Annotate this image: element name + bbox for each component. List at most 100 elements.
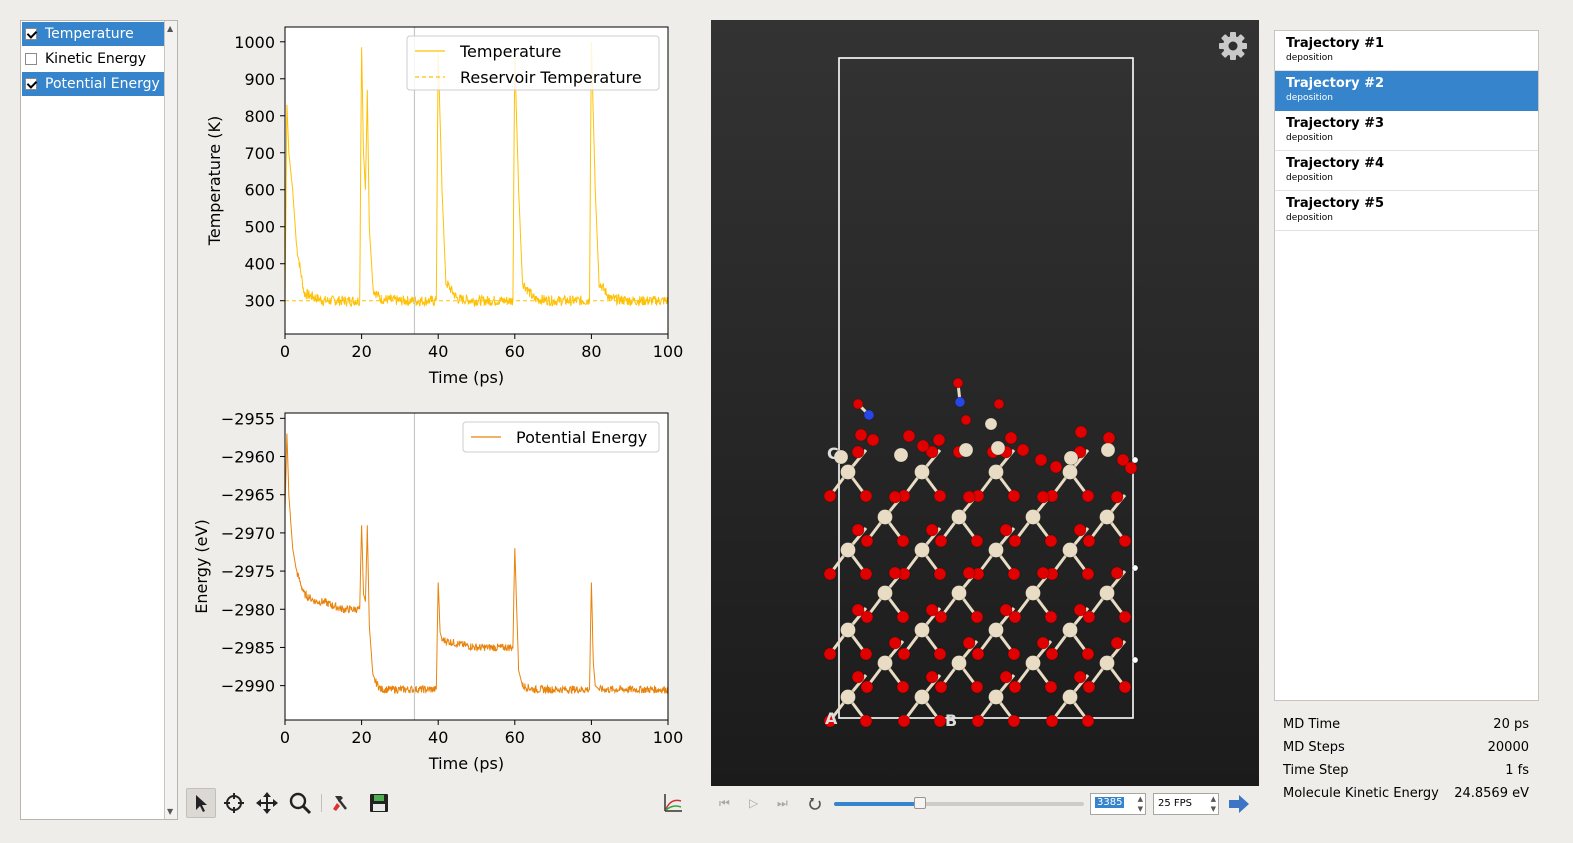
loop-icon[interactable] [808, 797, 822, 811]
legend-box [406, 35, 660, 91]
skip-forward-icon[interactable]: ⏭ [777, 796, 788, 810]
x-tick-label: 60 [505, 728, 525, 747]
info-row-md-steps: MD Steps 20000 [1283, 740, 1529, 755]
oxygen-atom [971, 714, 985, 728]
x-tick-label: 0 [280, 728, 290, 747]
oxygen-atom [1073, 523, 1087, 537]
silicon-atom [990, 440, 1006, 456]
oxygen-atom [1116, 453, 1130, 467]
series-list[interactable]: Temperature Kinetic Energy Potential Ene… [20, 20, 178, 820]
series-line-1-0 [284, 433, 669, 695]
chart-options-button[interactable] [658, 788, 688, 818]
y-tick-label: −2965 [221, 486, 275, 505]
oxygen-atom [823, 489, 837, 503]
series-item-label: Potential Energy [45, 76, 160, 92]
series-item-kinetic-energy[interactable]: Kinetic Energy [22, 47, 165, 71]
fps-spinbox[interactable]: 25 FPS ▲ ▼ [1153, 793, 1219, 815]
x-tick-label: 0 [280, 342, 290, 361]
arrow-right-icon[interactable] [1228, 794, 1250, 814]
fps-value[interactable]: 25 FPS [1158, 798, 1193, 809]
trajectory-item-2[interactable]: Trajectory #2 deposition [1275, 71, 1538, 111]
clear-tool-icon [333, 796, 347, 811]
oxygen-atom [933, 714, 947, 728]
trajectory-subtitle: deposition [1286, 133, 1333, 143]
legend-label: Potential Energy [516, 428, 647, 447]
scroll-up-icon[interactable]: ▲ [167, 24, 174, 33]
x-tick-label: 80 [581, 728, 601, 747]
molecule-canvas[interactable] [711, 20, 1259, 786]
atoms [823, 377, 1139, 728]
oxygen-atom [1045, 647, 1059, 661]
unit-cell-box [838, 57, 1134, 719]
oxygen-atom [902, 429, 916, 443]
plots-canvas[interactable]: 0 20 40 60 80 1003004005006007008009001000Tim… [185, 20, 705, 785]
silicon-atom [1062, 542, 1078, 558]
oxygen-atom [1036, 566, 1050, 580]
spin-arrows-icon[interactable]: ▲ ▼ [1137, 795, 1143, 813]
oxygen-atom [888, 490, 902, 504]
pan-tool-button[interactable] [252, 788, 282, 818]
trajectory-item-5[interactable]: Trajectory #5 deposition [1275, 191, 1538, 231]
crosshair-tool-button[interactable] [219, 788, 249, 818]
frame-slider-handle[interactable] [913, 797, 926, 809]
temperature-checkbox[interactable] [25, 28, 37, 40]
frame-slider[interactable] [834, 797, 1084, 809]
trajectory-list[interactable]: Trajectory #1 deposition Trajectory #2 d… [1274, 30, 1539, 701]
silicon-atom [914, 542, 930, 558]
scroll-down-icon[interactable]: ▼ [167, 807, 174, 816]
frame-spinbox[interactable]: 3385 ▲ ▼ [1090, 793, 1146, 815]
oxygen-atom [851, 523, 865, 537]
oxygen-atom [971, 647, 985, 661]
trajectory-title: Trajectory #4 [1286, 156, 1385, 171]
y-tick-label: −2975 [221, 562, 275, 581]
oxygen-atom [933, 489, 947, 503]
series-item-temperature[interactable]: Temperature [22, 22, 165, 46]
legend: Temperature Reservoir Temperature [406, 35, 660, 91]
silicon-atom [1099, 509, 1115, 525]
kinetic-energy-checkbox[interactable] [25, 53, 37, 65]
trajectory-item-3[interactable]: Trajectory #3 deposition [1275, 111, 1538, 151]
spin-arrows-icon[interactable]: ▲ ▼ [1210, 795, 1216, 813]
select-tool-button[interactable] [186, 788, 216, 818]
silicon-atom [840, 464, 856, 480]
frame-value[interactable]: 3385 [1095, 797, 1125, 808]
x-tick-label: 60 [505, 342, 525, 361]
trajectory-item-1[interactable]: Trajectory #1 deposition [1275, 31, 1538, 71]
skip-back-icon[interactable]: ⏮ [719, 796, 730, 810]
clear-tool-button[interactable] [325, 788, 355, 818]
oxygen-atom [859, 489, 873, 503]
oxygen-atom [933, 567, 947, 581]
x-axis-label: Time (ps) [428, 754, 504, 773]
y-tick-label: −2960 [221, 448, 275, 467]
structure-viewer[interactable]: A B C [711, 20, 1259, 786]
oxygen-atom [999, 523, 1013, 537]
oxygen-atom [896, 680, 910, 694]
play-icon[interactable]: ▷ [749, 796, 759, 810]
info-row-time-step: Time Step 1 fs [1283, 763, 1529, 778]
oxygen-atom [859, 567, 873, 581]
zoom-tool-button[interactable] [285, 788, 315, 818]
silicon-atom [988, 464, 1004, 480]
series-item-label: Temperature [45, 26, 134, 42]
chart-1[interactable]: 0 20 40 60 80 100 −2955 −2960 −2965 −2970 −2975 −29… [192, 409, 683, 773]
trajectory-item-4[interactable]: Trajectory #4 deposition [1275, 151, 1538, 191]
nitrogen-atom [954, 396, 966, 408]
chart-0[interactable]: 0 20 40 60 80 100 300 400 500 600 700 800 900 1000 Tim… [205, 26, 683, 387]
oxygen-atom [1007, 489, 1021, 503]
select-tool-icon [196, 795, 207, 812]
info-label: MD Steps [1283, 740, 1345, 755]
y-tick-label: −2955 [221, 409, 275, 428]
series-item-potential-energy[interactable]: Potential Energy [22, 72, 165, 96]
silicon-atom [1099, 655, 1115, 671]
info-label: Time Step [1283, 763, 1349, 778]
oxygen-atom [925, 523, 939, 537]
plot-area [285, 413, 668, 720]
silicon-atom [951, 509, 967, 525]
oxygen-atom [934, 680, 948, 694]
oxygen-atom [823, 714, 837, 728]
gear-icon[interactable] [1218, 31, 1248, 61]
oxygen-atom [823, 647, 837, 661]
list-scrollbar[interactable]: ▲ ▼ [164, 21, 177, 819]
save-figure-button[interactable] [364, 788, 394, 818]
potential-energy-checkbox[interactable] [25, 78, 37, 90]
